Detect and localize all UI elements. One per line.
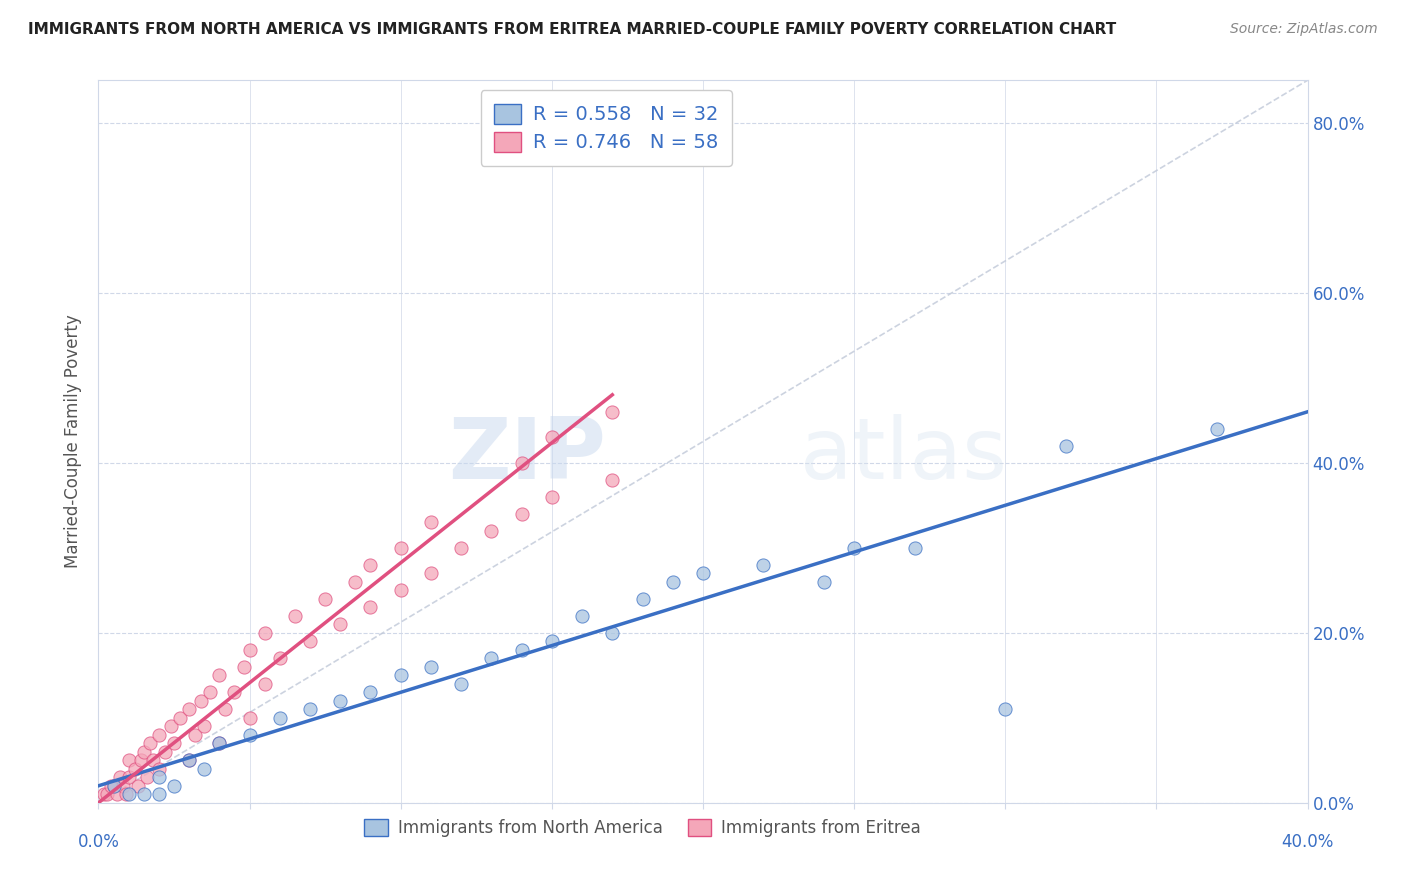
Point: [193, 762, 215, 776]
Point: [602, 625, 624, 640]
Point: [163, 779, 186, 793]
Point: [103, 779, 125, 793]
Point: [269, 651, 291, 665]
Point: [148, 762, 170, 776]
Point: [127, 779, 149, 793]
Point: [269, 711, 291, 725]
Point: [329, 617, 352, 632]
Point: [179, 702, 201, 716]
Text: ZIP: ZIP: [449, 415, 606, 498]
Point: [132, 787, 155, 801]
Point: [631, 591, 654, 606]
Point: [813, 574, 835, 589]
Point: [179, 753, 201, 767]
Point: [540, 490, 562, 504]
Point: [108, 770, 131, 784]
Point: [360, 558, 382, 572]
Point: [299, 634, 322, 648]
Point: [510, 642, 533, 657]
Point: [163, 736, 186, 750]
Point: [190, 694, 212, 708]
Point: [510, 456, 533, 470]
Text: 40.0%: 40.0%: [1281, 833, 1334, 851]
Point: [139, 736, 162, 750]
Point: [214, 702, 236, 716]
Point: [193, 719, 215, 733]
Point: [253, 677, 276, 691]
Point: [420, 566, 443, 581]
Point: [389, 668, 412, 682]
Point: [142, 753, 165, 767]
Point: [420, 516, 443, 530]
Point: [239, 728, 262, 742]
Point: [314, 591, 336, 606]
Point: [169, 711, 191, 725]
Point: [752, 558, 775, 572]
Point: [153, 745, 176, 759]
Point: [179, 753, 201, 767]
Point: [1206, 422, 1229, 436]
Point: [389, 583, 412, 598]
Point: [93, 787, 115, 801]
Point: [329, 694, 352, 708]
Point: [224, 685, 246, 699]
Point: [450, 677, 472, 691]
Point: [200, 685, 222, 699]
Text: atlas: atlas: [800, 415, 1008, 498]
Point: [208, 736, 231, 750]
Point: [571, 608, 593, 623]
Point: [602, 405, 624, 419]
Point: [904, 541, 927, 555]
Point: [100, 779, 122, 793]
Point: [135, 770, 157, 784]
Point: [481, 524, 503, 538]
Point: [844, 541, 866, 555]
Point: [124, 762, 146, 776]
Point: [208, 736, 231, 750]
Point: [232, 660, 254, 674]
Point: [239, 642, 262, 657]
Point: [540, 430, 562, 444]
Legend: Immigrants from North America, Immigrants from Eritrea: Immigrants from North America, Immigrant…: [356, 810, 929, 845]
Point: [360, 685, 382, 699]
Point: [208, 668, 231, 682]
Point: [103, 779, 125, 793]
Text: 0.0%: 0.0%: [77, 833, 120, 851]
Point: [602, 473, 624, 487]
Point: [510, 507, 533, 521]
Point: [360, 600, 382, 615]
Point: [111, 779, 134, 793]
Point: [239, 711, 262, 725]
Point: [132, 745, 155, 759]
Point: [96, 787, 118, 801]
Text: IMMIGRANTS FROM NORTH AMERICA VS IMMIGRANTS FROM ERITREA MARRIED-COUPLE FAMILY P: IMMIGRANTS FROM NORTH AMERICA VS IMMIGRA…: [28, 22, 1116, 37]
Point: [118, 787, 141, 801]
Point: [184, 728, 207, 742]
Point: [450, 541, 472, 555]
Point: [129, 753, 152, 767]
Point: [661, 574, 683, 589]
Point: [994, 702, 1017, 716]
Point: [148, 770, 170, 784]
Point: [540, 634, 562, 648]
Text: Source: ZipAtlas.com: Source: ZipAtlas.com: [1230, 22, 1378, 37]
Y-axis label: Married-Couple Family Poverty: Married-Couple Family Poverty: [65, 315, 83, 568]
Point: [1054, 439, 1077, 453]
Point: [692, 566, 714, 581]
Point: [148, 728, 170, 742]
Point: [148, 787, 170, 801]
Point: [420, 660, 443, 674]
Point: [344, 574, 367, 589]
Point: [481, 651, 503, 665]
Point: [160, 719, 183, 733]
Point: [389, 541, 412, 555]
Point: [114, 787, 136, 801]
Point: [284, 608, 307, 623]
Point: [118, 770, 141, 784]
Point: [105, 787, 128, 801]
Point: [118, 753, 141, 767]
Point: [253, 625, 276, 640]
Point: [299, 702, 322, 716]
